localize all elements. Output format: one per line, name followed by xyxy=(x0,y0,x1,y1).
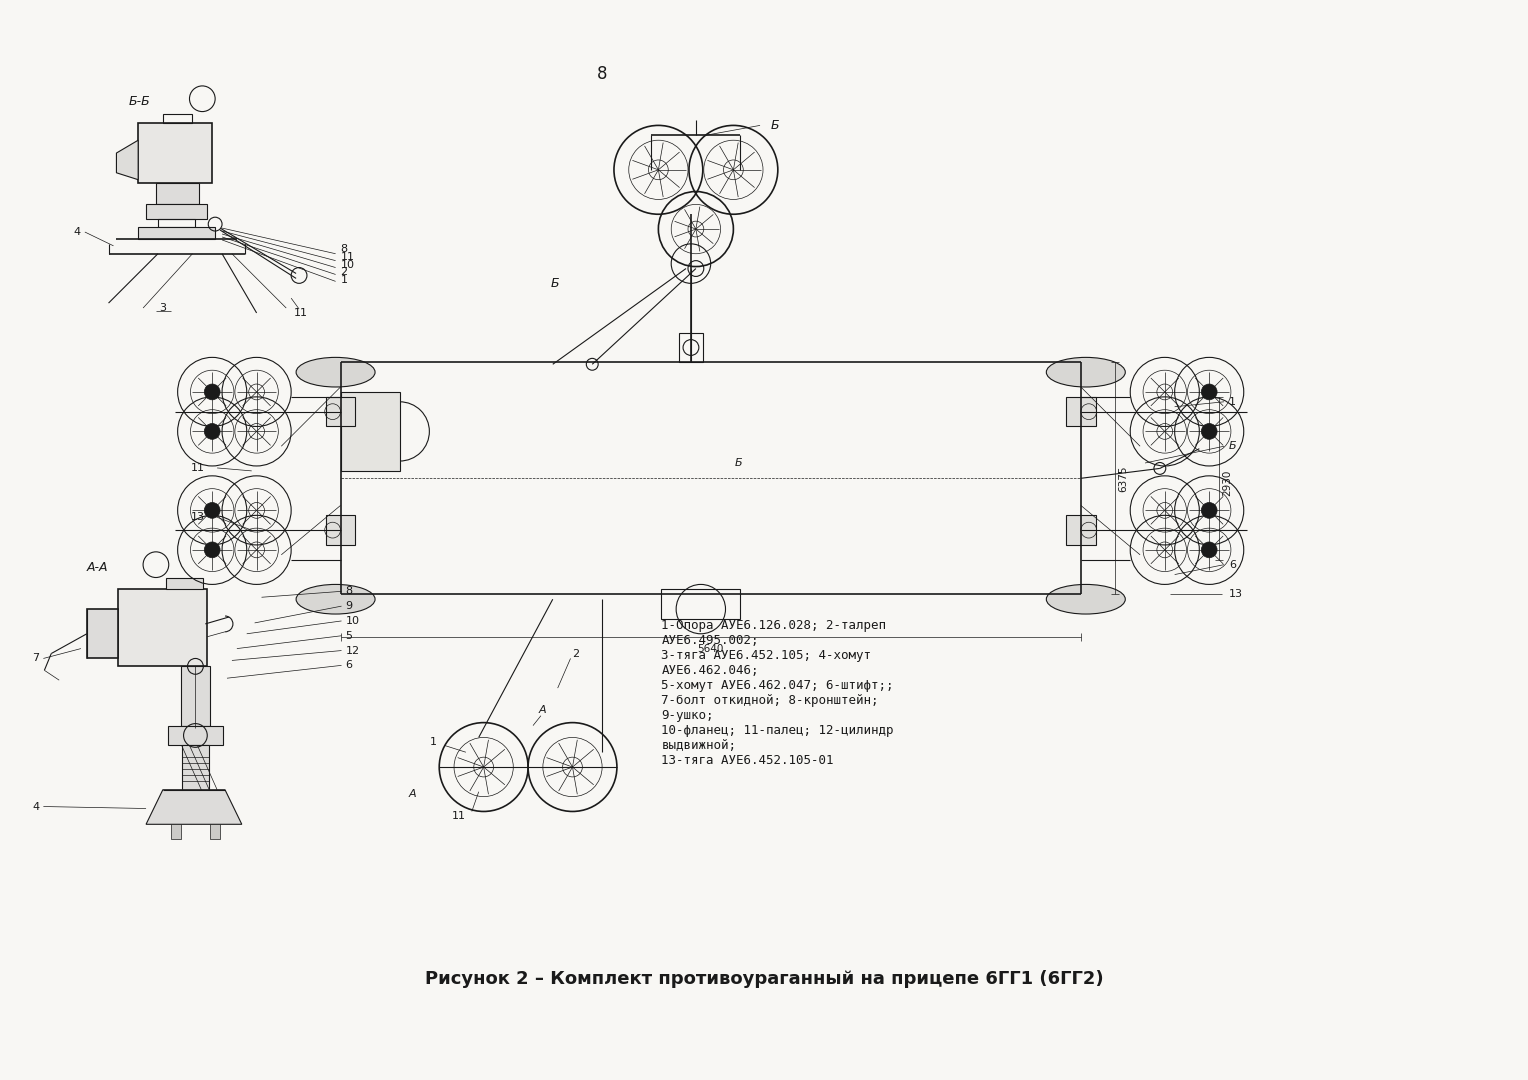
Circle shape xyxy=(1201,423,1218,440)
Text: 4: 4 xyxy=(32,801,40,811)
Text: 8: 8 xyxy=(345,586,353,596)
Circle shape xyxy=(205,384,220,400)
Bar xyxy=(87,609,118,659)
Text: 1: 1 xyxy=(1229,396,1236,407)
Text: Б: Б xyxy=(735,458,743,468)
Bar xyxy=(678,333,703,362)
Text: 6: 6 xyxy=(345,660,353,671)
Text: 5640: 5640 xyxy=(697,644,724,653)
Polygon shape xyxy=(147,789,241,824)
Ellipse shape xyxy=(1047,584,1125,615)
Text: 12: 12 xyxy=(345,646,359,656)
Bar xyxy=(167,578,203,590)
Bar xyxy=(163,113,193,123)
Text: А: А xyxy=(410,788,417,799)
Circle shape xyxy=(205,542,220,557)
Text: 10: 10 xyxy=(341,259,354,270)
Bar xyxy=(118,590,208,666)
Ellipse shape xyxy=(296,584,374,615)
Circle shape xyxy=(1201,384,1218,400)
Bar xyxy=(168,726,223,745)
Text: 11: 11 xyxy=(191,463,205,473)
Text: 9: 9 xyxy=(345,602,353,611)
Bar xyxy=(156,183,199,204)
Text: 11: 11 xyxy=(293,308,309,318)
Text: 6: 6 xyxy=(1229,559,1236,569)
Text: 1: 1 xyxy=(429,738,437,747)
Circle shape xyxy=(1201,502,1218,518)
Text: 11: 11 xyxy=(452,811,466,822)
Text: 5: 5 xyxy=(345,631,353,640)
Text: Б: Б xyxy=(1229,442,1236,451)
Text: 2930: 2930 xyxy=(1222,470,1232,497)
Text: Б: Б xyxy=(550,276,559,289)
Text: 13: 13 xyxy=(191,512,205,523)
Bar xyxy=(325,396,356,427)
Text: А-А: А-А xyxy=(87,562,108,575)
Bar xyxy=(138,227,215,239)
Bar xyxy=(341,392,400,471)
Ellipse shape xyxy=(1047,357,1125,387)
Circle shape xyxy=(205,502,220,518)
Text: 6375: 6375 xyxy=(1118,465,1128,491)
Text: А: А xyxy=(539,705,547,715)
Text: 11: 11 xyxy=(341,252,354,261)
Text: 1-Опора АУЕ6.126.028; 2-талреп
АУЕ6.495.002;
3-тяга АУЕ6.452.105; 4-хомут
АУЕ6.4: 1-Опора АУЕ6.126.028; 2-талреп АУЕ6.495.… xyxy=(662,619,894,767)
Text: Б: Б xyxy=(770,119,779,132)
Polygon shape xyxy=(116,140,138,179)
Text: 7: 7 xyxy=(32,653,40,663)
Text: 1: 1 xyxy=(341,275,347,285)
Bar xyxy=(211,824,220,839)
Circle shape xyxy=(205,423,220,440)
Text: 10: 10 xyxy=(345,616,359,626)
Text: 8: 8 xyxy=(341,244,348,254)
Text: Рисунок 2 – Комплект противоураганный на прицепе 6ГГ1 (6ГГ2): Рисунок 2 – Комплект противоураганный на… xyxy=(425,970,1103,988)
Text: Б-Б: Б-Б xyxy=(128,95,150,108)
Circle shape xyxy=(1201,542,1218,557)
Bar xyxy=(157,219,196,227)
Bar xyxy=(325,515,356,545)
Text: 8: 8 xyxy=(597,65,607,83)
Bar xyxy=(138,123,212,183)
Bar xyxy=(182,745,209,789)
Bar xyxy=(180,666,211,726)
Bar xyxy=(147,204,208,219)
Text: 13: 13 xyxy=(1229,590,1242,599)
Text: 2: 2 xyxy=(573,648,579,659)
Text: 2: 2 xyxy=(341,268,348,278)
Text: 4: 4 xyxy=(73,227,81,237)
Bar xyxy=(1067,515,1096,545)
Bar xyxy=(1067,396,1096,427)
Text: 3: 3 xyxy=(159,303,167,313)
Bar xyxy=(171,824,180,839)
Bar xyxy=(662,590,740,619)
Ellipse shape xyxy=(296,357,374,387)
